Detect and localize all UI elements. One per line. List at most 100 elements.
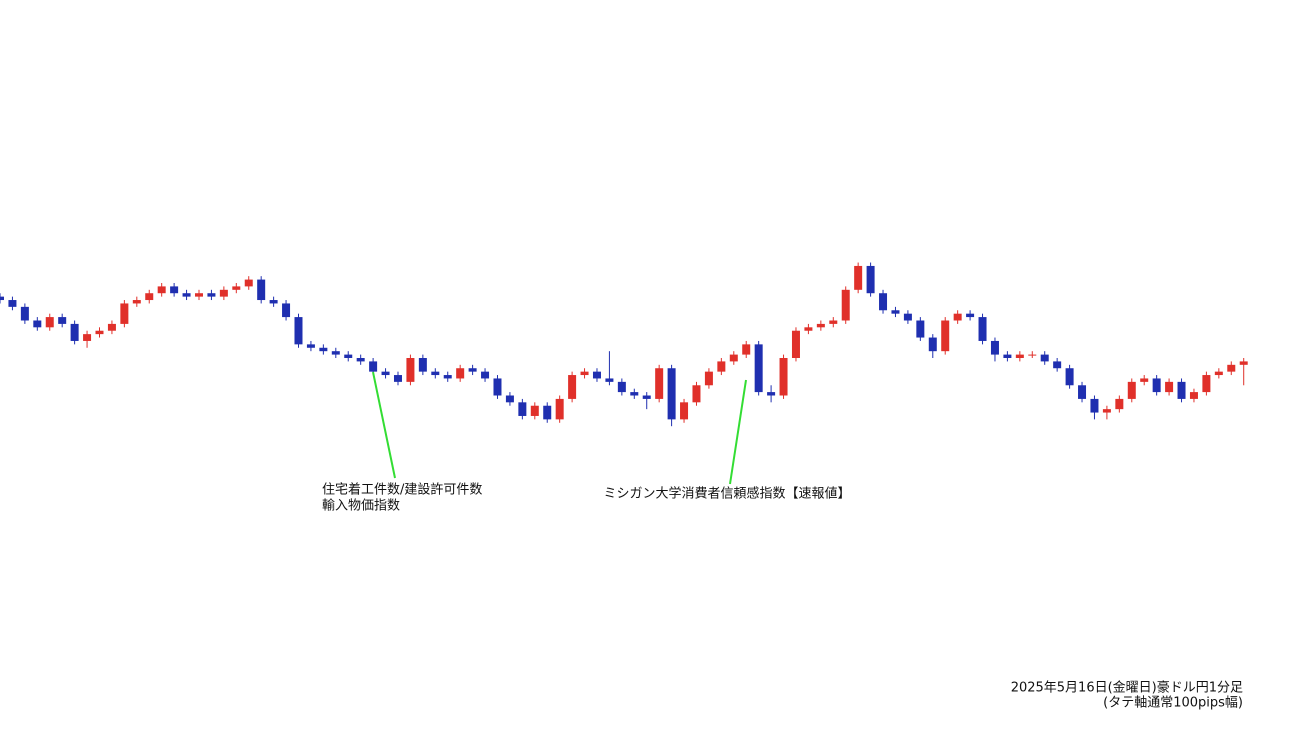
candle-body [916, 320, 925, 338]
candle-body [729, 354, 738, 362]
annotation-text: ミシガン大学消費者信頼感指数【速報値】 [603, 486, 850, 502]
candle-body [319, 347, 328, 352]
candle-body [294, 317, 303, 345]
candle-body [257, 279, 266, 301]
candle-body [170, 286, 179, 294]
candle-body [866, 265, 875, 294]
candle-body [33, 320, 42, 328]
candle-body [83, 334, 92, 341]
candle-body [381, 371, 390, 376]
candle-body [1040, 354, 1049, 362]
candle-body [1239, 361, 1248, 365]
candle-body [854, 265, 863, 290]
annotation-text: 輸入物価指数 [322, 499, 400, 514]
candle-body [655, 368, 664, 399]
candle-body [406, 358, 415, 382]
candle-body [219, 289, 228, 297]
candle-body [680, 402, 689, 420]
chart-note: (タテ軸通常100pips幅) [1103, 696, 1243, 711]
candle-body [1028, 354, 1037, 356]
candle-body [530, 405, 539, 416]
candle-body [1078, 385, 1087, 399]
candle-body [182, 293, 191, 297]
candle-body [1053, 361, 1062, 369]
candle-body [95, 330, 104, 335]
candle-body [45, 317, 54, 328]
candle-body [1102, 409, 1111, 413]
candle-body [1115, 398, 1124, 410]
candle-body [518, 402, 527, 416]
candle-body [207, 293, 216, 297]
candle-body [8, 300, 17, 307]
candle-body [306, 344, 315, 348]
candle-body [555, 398, 564, 420]
candle-body [941, 320, 950, 352]
candle-body [605, 378, 614, 382]
candle-body [568, 375, 577, 399]
candle-body [344, 354, 353, 358]
candle-body [1140, 378, 1149, 382]
candle-body [1015, 354, 1024, 358]
candle-body [667, 368, 676, 420]
candle-body [481, 371, 490, 379]
candle-body [978, 317, 987, 341]
candle-body [990, 340, 999, 355]
candle-body [1127, 381, 1136, 399]
candle-body [132, 300, 141, 304]
candle-body [543, 405, 552, 420]
candle-body [194, 293, 203, 297]
candle-body [592, 371, 601, 379]
candle-body [356, 358, 365, 362]
candle-body [841, 289, 850, 321]
candle-body [1202, 375, 1211, 393]
candle-body [1214, 371, 1223, 376]
candle-body [704, 371, 713, 386]
candle-body [891, 310, 900, 314]
candle-body [1189, 392, 1198, 399]
candle-body [369, 361, 378, 372]
candle-body [953, 313, 962, 321]
candle-body [630, 392, 639, 396]
candle-body [393, 375, 402, 382]
candle-body [1003, 354, 1012, 358]
chart-note: 2025年5月16日(金曜日)豪ドル円1分足 [1011, 680, 1243, 696]
candle-body [692, 385, 701, 403]
annotation-line [729, 379, 747, 485]
candle-body [1152, 378, 1161, 393]
candle-body [145, 293, 154, 301]
candle-body [816, 323, 825, 328]
candle-body [754, 344, 763, 393]
candle-body [493, 378, 502, 396]
candle-body [791, 330, 800, 358]
annotation-text: 住宅着工件数/建設許可件数 [322, 482, 482, 498]
candle-body [456, 368, 465, 379]
candle-body [244, 279, 253, 287]
candle-body [642, 395, 651, 399]
candle-body [717, 361, 726, 372]
candle-body [580, 371, 589, 376]
candle-body [966, 313, 975, 318]
candle-body [1090, 398, 1099, 413]
candle-body [443, 375, 452, 379]
candle-body [0, 296, 4, 301]
candle-body [418, 358, 427, 372]
candle-body [767, 392, 776, 396]
candle-body [232, 286, 241, 290]
candle-body [505, 395, 514, 403]
candle-body [107, 323, 116, 331]
candle-body [829, 320, 838, 324]
candle-body [269, 300, 278, 304]
candle-body [879, 293, 888, 311]
candle-body [58, 317, 67, 324]
candle-body [742, 344, 751, 355]
candle-body [282, 303, 291, 318]
candle-body [779, 358, 788, 396]
candle-body [120, 303, 129, 324]
candle-body [20, 306, 29, 321]
candle-body [1165, 381, 1174, 393]
candle-body [804, 327, 813, 331]
candle-body [157, 286, 166, 294]
candle-body [617, 381, 626, 393]
candle-body [468, 368, 477, 372]
